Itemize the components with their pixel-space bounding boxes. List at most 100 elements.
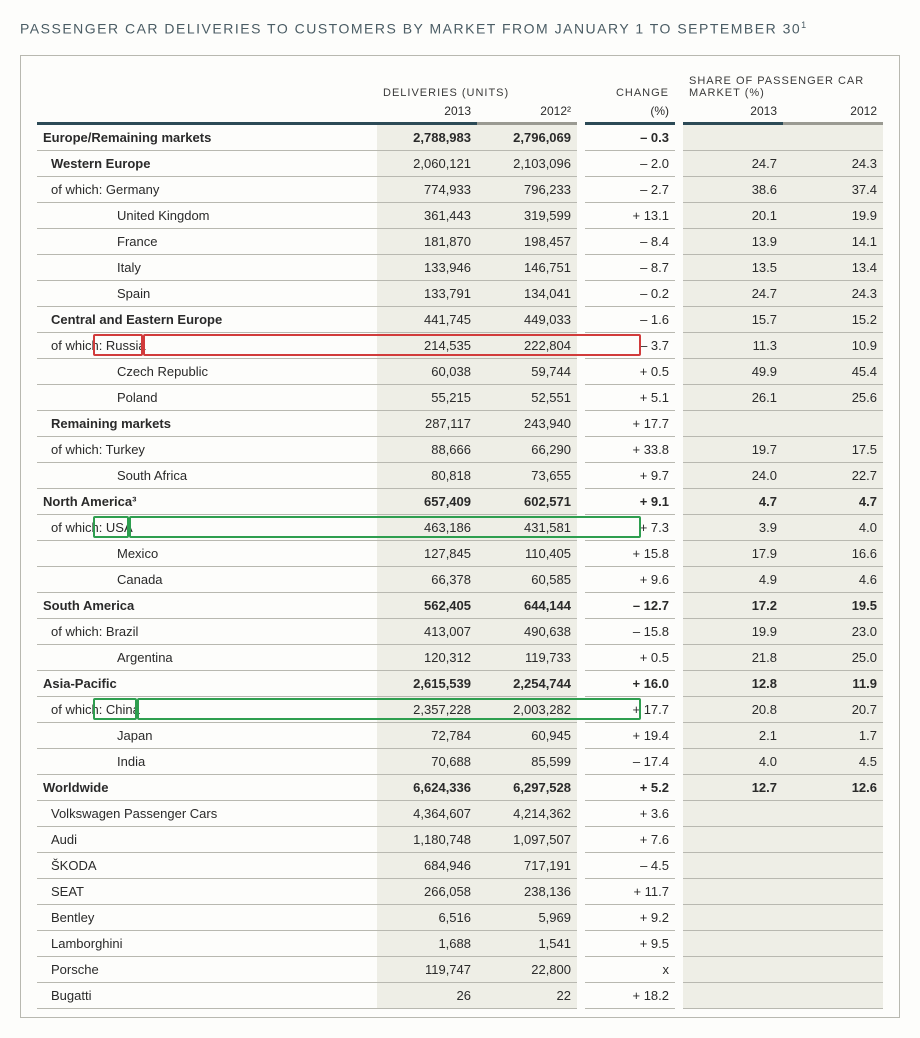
cell-share-2013: 11.3 [683, 332, 783, 358]
table-row: Poland55,21552,551+ 5.126.125.6 [37, 384, 883, 410]
cell-change: + 11.7 [585, 878, 675, 904]
row-label: Volkswagen Passenger Cars [37, 800, 377, 826]
row-label: Poland [37, 384, 377, 410]
cell-deliveries-2013: 2,615,539 [377, 670, 477, 696]
row-label: Central and Eastern Europe [37, 306, 377, 332]
cell-change: + 33.8 [585, 436, 675, 462]
cell-deliveries-2012: 6,297,528 [477, 774, 577, 800]
cell-deliveries-2012: 60,945 [477, 722, 577, 748]
cell-change: + 9.6 [585, 566, 675, 592]
cell-share-2013 [683, 904, 783, 930]
table-row: of which: Turkey88,66666,290+ 33.819.717… [37, 436, 883, 462]
cell-share-2013 [683, 878, 783, 904]
cell-deliveries-2012: 319,599 [477, 202, 577, 228]
cell-deliveries-2012: 238,136 [477, 878, 577, 904]
cell-share-2013: 19.9 [683, 618, 783, 644]
table-row: Volkswagen Passenger Cars4,364,6074,214,… [37, 800, 883, 826]
cell-change: – 2.0 [585, 150, 675, 176]
cell-deliveries-2013: 2,060,121 [377, 150, 477, 176]
cell-share-2012 [783, 852, 883, 878]
row-label: of which: China [37, 696, 377, 722]
cell-change: – 2.7 [585, 176, 675, 202]
cell-share-2012: 4.5 [783, 748, 883, 774]
cell-share-2013: 20.1 [683, 202, 783, 228]
cell-deliveries-2013: 26 [377, 982, 477, 1008]
cell-deliveries-2012: 2,003,282 [477, 696, 577, 722]
table-row: Lamborghini1,6881,541+ 9.5 [37, 930, 883, 956]
cell-share-2012: 15.2 [783, 306, 883, 332]
table-row: Bentley6,5165,969+ 9.2 [37, 904, 883, 930]
cell-deliveries-2012: 796,233 [477, 176, 577, 202]
table-row: of which: China2,357,2282,003,282+ 17.72… [37, 696, 883, 722]
col-change: CHANGE [585, 70, 675, 99]
cell-deliveries-2012: 222,804 [477, 332, 577, 358]
cell-share-2013 [683, 852, 783, 878]
table-row: of which: Germany774,933796,233– 2.738.6… [37, 176, 883, 202]
table-row: Europe/Remaining markets2,788,9832,796,0… [37, 123, 883, 150]
row-label: of which: Russia [37, 332, 377, 358]
table-row: of which: Russia214,535222,804– 3.711.31… [37, 332, 883, 358]
header-year-row: 2013 2012² (%) 2013 2012 [37, 99, 883, 124]
table-row: Mexico127,845110,405+ 15.817.916.6 [37, 540, 883, 566]
col-2013: 2013 [377, 99, 477, 124]
cell-share-2012: 22.7 [783, 462, 883, 488]
row-label: Remaining markets [37, 410, 377, 436]
cell-change: – 17.4 [585, 748, 675, 774]
cell-deliveries-2012: 490,638 [477, 618, 577, 644]
title-footnote: 1 [801, 20, 808, 30]
cell-change: + 7.6 [585, 826, 675, 852]
table-row: Porsche119,74722,800x [37, 956, 883, 982]
cell-deliveries-2013: 66,378 [377, 566, 477, 592]
cell-deliveries-2012: 449,033 [477, 306, 577, 332]
cell-deliveries-2013: 55,215 [377, 384, 477, 410]
cell-share-2012: 19.5 [783, 592, 883, 618]
cell-share-2013: 24.7 [683, 280, 783, 306]
row-label: SEAT [37, 878, 377, 904]
cell-change: + 19.4 [585, 722, 675, 748]
row-label: Mexico [37, 540, 377, 566]
cell-change: + 9.1 [585, 488, 675, 514]
cell-share-2013: 26.1 [683, 384, 783, 410]
table-body: Europe/Remaining markets2,788,9832,796,0… [37, 123, 883, 1008]
cell-share-2013: 4.9 [683, 566, 783, 592]
cell-share-2012 [783, 878, 883, 904]
cell-share-2013: 12.8 [683, 670, 783, 696]
cell-deliveries-2012: 1,541 [477, 930, 577, 956]
cell-deliveries-2012: 66,290 [477, 436, 577, 462]
cell-share-2012: 37.4 [783, 176, 883, 202]
cell-deliveries-2013: 2,357,228 [377, 696, 477, 722]
table-row: Spain133,791134,041– 0.224.724.3 [37, 280, 883, 306]
row-label: of which: USA [37, 514, 377, 540]
cell-share-2013: 24.0 [683, 462, 783, 488]
table-row: Central and Eastern Europe441,745449,033… [37, 306, 883, 332]
cell-deliveries-2012: 431,581 [477, 514, 577, 540]
row-label: Asia-Pacific [37, 670, 377, 696]
cell-share-2012: 24.3 [783, 280, 883, 306]
cell-share-2012 [783, 410, 883, 436]
cell-deliveries-2013: 214,535 [377, 332, 477, 358]
cell-change: – 12.7 [585, 592, 675, 618]
cell-deliveries-2013: 72,784 [377, 722, 477, 748]
cell-deliveries-2013: 441,745 [377, 306, 477, 332]
cell-share-2012: 14.1 [783, 228, 883, 254]
cell-deliveries-2013: 4,364,607 [377, 800, 477, 826]
cell-deliveries-2013: 127,845 [377, 540, 477, 566]
cell-deliveries-2012: 22 [477, 982, 577, 1008]
cell-change: + 18.2 [585, 982, 675, 1008]
col-share-2013: 2013 [683, 99, 783, 124]
cell-deliveries-2013: 88,666 [377, 436, 477, 462]
cell-share-2013: 20.8 [683, 696, 783, 722]
cell-change: + 0.5 [585, 644, 675, 670]
table-row: United Kingdom361,443319,599+ 13.120.119… [37, 202, 883, 228]
cell-share-2013 [683, 123, 783, 150]
cell-change: – 0.3 [585, 123, 675, 150]
row-label: France [37, 228, 377, 254]
cell-share-2013: 17.9 [683, 540, 783, 566]
cell-share-2012: 20.7 [783, 696, 883, 722]
cell-share-2012: 4.0 [783, 514, 883, 540]
cell-deliveries-2013: 266,058 [377, 878, 477, 904]
cell-deliveries-2013: 684,946 [377, 852, 477, 878]
row-label: India [37, 748, 377, 774]
row-label: Lamborghini [37, 930, 377, 956]
cell-share-2012: 16.6 [783, 540, 883, 566]
